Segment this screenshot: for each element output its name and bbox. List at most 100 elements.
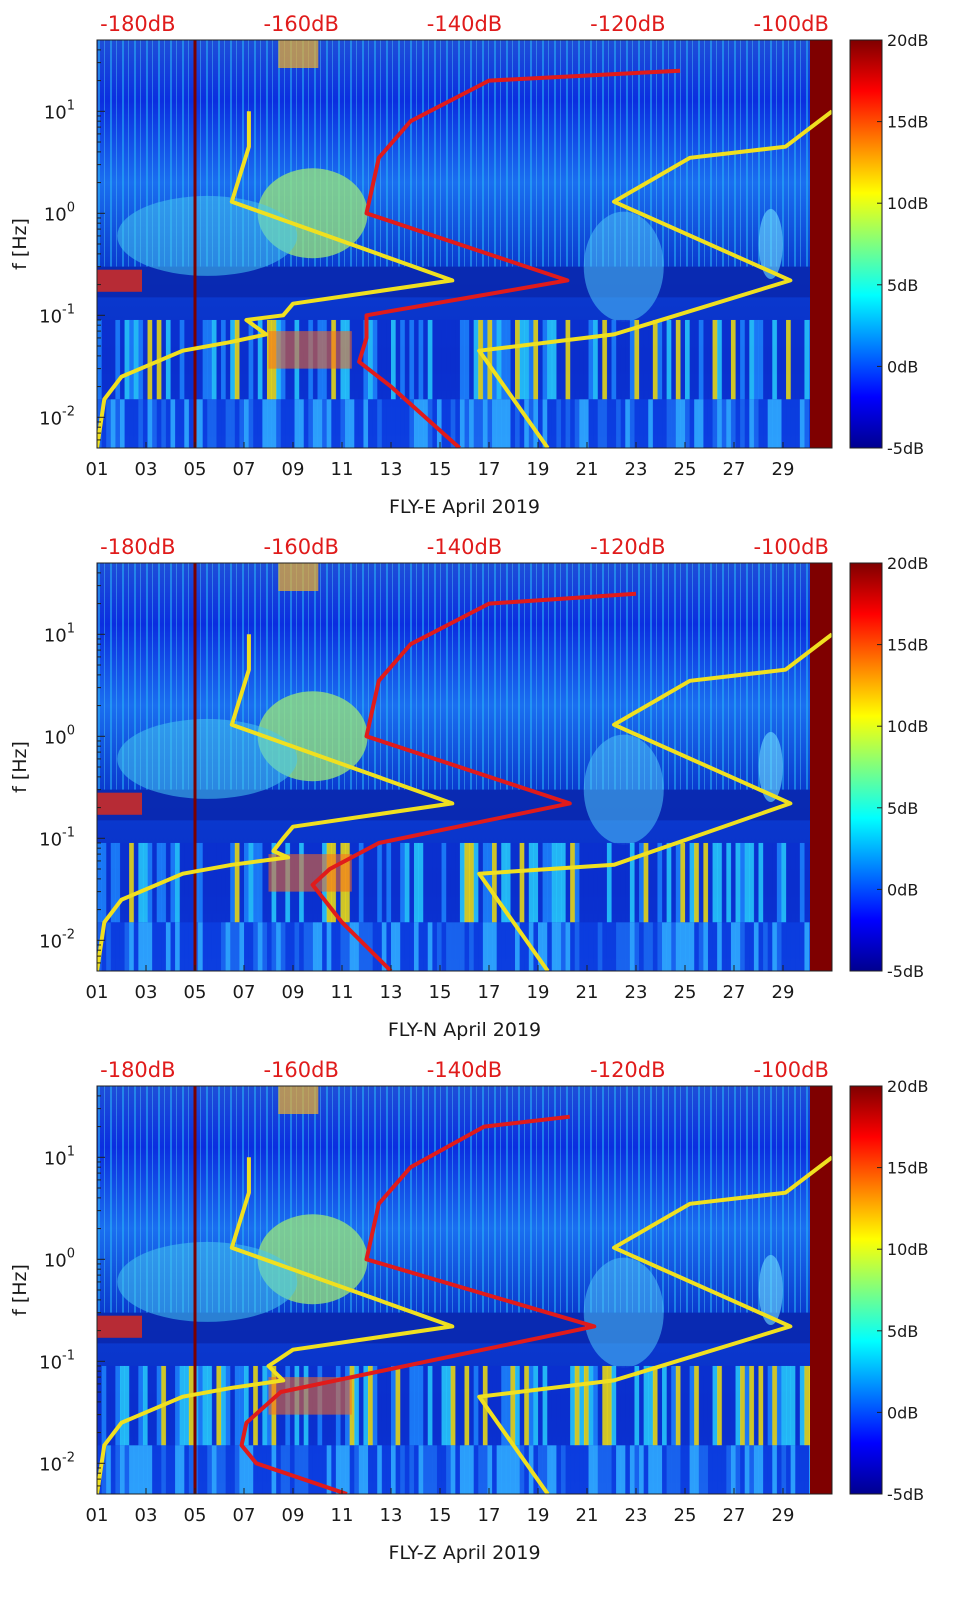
x-axis-title: FLY-N April 2019 [388,1019,541,1041]
colorbar-tick-label: 10dB [887,717,929,736]
x-tick-label: 03 [135,1505,158,1526]
colorbar-tick-label: 5dB [887,1322,918,1341]
colorbar [849,1085,883,1495]
x-tick-label: 09 [282,459,305,480]
x-tick-label: 07 [233,982,256,1003]
saturated-column [810,563,832,971]
yellow-noise-model-2 [477,632,832,971]
spectrogram [97,40,832,448]
colorbar-tick-label: 20dB [887,1077,929,1096]
x-tick-label: 25 [674,459,697,480]
y-axis-title: f [Hz] [9,741,31,793]
top-db-label: -100dB [753,1058,828,1082]
x-tick-label: 03 [135,982,158,1003]
x-tick-label: 21 [576,982,599,1003]
x-tick-label: 21 [576,1505,599,1526]
yellow-noise-model-1 [97,634,455,971]
top-db-label: -120dB [590,12,665,36]
y-tick-label: 101 [44,621,75,646]
day-5-line [193,563,197,971]
y-tick-label: 10-1 [39,1348,75,1373]
top-db-label: -160dB [263,1058,338,1082]
red-psd-curve [310,591,637,971]
x-tick-label: 15 [429,1505,452,1526]
saturated-column [810,1086,832,1494]
colorbar-tick-label: 0dB [887,1403,918,1422]
colorbar-tick-label: 15dB [887,113,929,132]
y-tick-label: 101 [44,98,75,123]
colorbar-tick-label: -5dB [887,962,924,981]
x-tick-label: 15 [429,459,452,480]
y-tick-label: 100 [44,723,75,748]
x-axis-title: FLY-Z April 2019 [388,1542,540,1564]
x-tick-label: 19 [527,982,550,1003]
x-tick-label: 01 [86,982,109,1003]
x-tick-label: 17 [478,459,501,480]
y-tick-label: 100 [44,200,75,225]
x-tick-label: 27 [723,1505,746,1526]
x-tick-label: 11 [331,459,354,480]
y-tick-label: 101 [44,1144,75,1169]
top-db-label: -100dB [753,12,828,36]
x-tick-label: 09 [282,982,305,1003]
yellow-noise-model-2 [477,109,832,448]
colorbar-tick-label: 20dB [887,554,929,573]
yellow-noise-model-2 [477,1155,832,1494]
x-tick-label: 13 [380,1505,403,1526]
x-tick-label: 25 [674,1505,697,1526]
panel-fly-e: 01 03 05 07 09 11 13 15 17 19 21 23 25 27 29 FLY-E Apri… [9,12,929,518]
top-db-label: -120dB [590,1058,665,1082]
top-db-label: -140dB [427,12,502,36]
colorbar [849,39,883,449]
top-db-label: -180dB [100,535,175,559]
top-db-label: -180dB [100,12,175,36]
colorbar-tick-label: 0dB [887,880,918,899]
panel-fly-z: 01 03 05 07 09 11 13 15 17 19 21 23 25 27 29 FLY-Z Apri… [9,1058,929,1564]
x-tick-label: 29 [772,459,795,480]
x-tick-label: 27 [723,982,746,1003]
x-tick-label: 01 [86,1505,109,1526]
panel-fly-n: 01 03 05 07 09 11 13 15 17 19 21 23 25 27 29 FLY-N Apri… [9,535,929,1041]
x-tick-label: 09 [282,1505,305,1526]
x-tick-label: 29 [772,982,795,1003]
top-db-label: -100dB [753,535,828,559]
y-axis-title: f [Hz] [9,1264,31,1316]
y-tick-label: 10-1 [39,302,75,327]
colorbar-tick-label: 10dB [887,194,929,213]
top-db-label: -180dB [100,1058,175,1082]
y-tick-label: 10-2 [39,927,75,952]
red-psd-curve [357,68,681,448]
colorbar-tick-label: 5dB [887,799,918,818]
colorbar-tick-label: 15dB [887,1159,929,1178]
x-tick-label: 19 [527,1505,550,1526]
y-tick-label: 10-2 [39,1450,75,1475]
x-tick-label: 11 [331,1505,354,1526]
colorbar-tick-label: 5dB [887,276,918,295]
colorbar-tick-label: 0dB [887,357,918,376]
x-tick-label: 21 [576,459,599,480]
y-axis-title: f [Hz] [9,218,31,270]
x-tick-label: 05 [184,1505,207,1526]
yellow-noise-model-1 [97,111,455,448]
top-db-label: -140dB [427,1058,502,1082]
colorbar-tick-label: 20dB [887,31,929,50]
y-tick-label: 100 [44,1246,75,1271]
colorbar-tick-label: -5dB [887,1485,924,1504]
x-tick-label: 13 [380,982,403,1003]
top-db-label: -160dB [263,535,338,559]
colorbar-tick-label: -5dB [887,439,924,458]
x-tick-label: 07 [233,1505,256,1526]
x-tick-label: 15 [429,982,452,1003]
day-5-line [193,1086,197,1494]
x-axis-title: FLY-E April 2019 [389,496,540,518]
x-tick-label: 23 [625,459,648,480]
y-tick-label: 10-1 [39,825,75,850]
x-tick-label: 23 [625,982,648,1003]
spectrogram [97,1086,832,1494]
x-tick-label: 13 [380,459,403,480]
red-psd-curve [239,1114,597,1494]
x-tick-label: 27 [723,459,746,480]
top-db-label: -140dB [427,535,502,559]
colorbar [849,562,883,972]
